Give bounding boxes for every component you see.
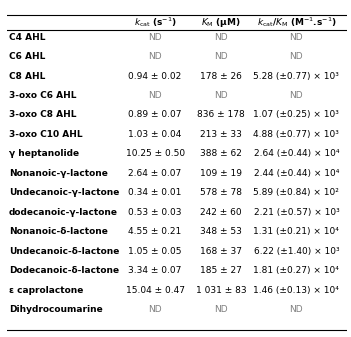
- Text: $K_\mathrm{M}$ (μM): $K_\mathrm{M}$ (μM): [201, 16, 241, 29]
- Text: ND: ND: [290, 305, 303, 314]
- Text: C6 AHL: C6 AHL: [9, 52, 45, 61]
- Text: Dihydrocoumarine: Dihydrocoumarine: [9, 305, 102, 314]
- Text: 836 ± 178: 836 ± 178: [197, 111, 245, 120]
- Text: 3-oxo C8 AHL: 3-oxo C8 AHL: [9, 111, 76, 120]
- Text: ND: ND: [214, 52, 228, 61]
- Text: 0.53 ± 0.03: 0.53 ± 0.03: [128, 208, 182, 217]
- Text: ND: ND: [214, 33, 228, 41]
- Text: Undecanoic-γ-lactone: Undecanoic-γ-lactone: [9, 188, 119, 197]
- Text: 242 ± 60: 242 ± 60: [200, 208, 241, 217]
- Text: 3.34 ± 0.07: 3.34 ± 0.07: [128, 266, 182, 275]
- Text: dodecanoic-γ-lactone: dodecanoic-γ-lactone: [9, 208, 118, 217]
- Text: 5.28 (±0.77) × 10³: 5.28 (±0.77) × 10³: [253, 71, 339, 81]
- Text: 348 ± 53: 348 ± 53: [200, 227, 242, 237]
- Text: ε caprolactone: ε caprolactone: [9, 286, 83, 295]
- Text: 1.05 ± 0.05: 1.05 ± 0.05: [128, 247, 182, 256]
- Text: 0.34 ± 0.01: 0.34 ± 0.01: [128, 188, 182, 197]
- Text: 213 ± 33: 213 ± 33: [200, 130, 242, 139]
- Text: 4.88 (±0.77) × 10³: 4.88 (±0.77) × 10³: [253, 130, 339, 139]
- Text: ND: ND: [290, 33, 303, 41]
- Text: ND: ND: [148, 305, 162, 314]
- Text: 1 031 ± 83: 1 031 ± 83: [196, 286, 246, 295]
- Text: 0.94 ± 0.02: 0.94 ± 0.02: [128, 71, 182, 81]
- Text: 0.89 ± 0.07: 0.89 ± 0.07: [128, 111, 182, 120]
- Text: 6.22 (±1.40) × 10³: 6.22 (±1.40) × 10³: [254, 247, 339, 256]
- Text: ND: ND: [148, 52, 162, 61]
- Text: 388 ± 62: 388 ± 62: [200, 150, 242, 158]
- Text: 109 ± 19: 109 ± 19: [200, 169, 242, 178]
- Text: γ heptanolide: γ heptanolide: [9, 150, 79, 158]
- Text: C8 AHL: C8 AHL: [9, 71, 45, 81]
- Text: 2.64 ± 0.07: 2.64 ± 0.07: [128, 169, 182, 178]
- Text: ND: ND: [290, 91, 303, 100]
- Text: 4.55 ± 0.21: 4.55 ± 0.21: [128, 227, 182, 237]
- Text: $k_\mathrm{cat}$ (s$^{-1}$): $k_\mathrm{cat}$ (s$^{-1}$): [134, 15, 177, 29]
- Text: 15.04 ± 0.47: 15.04 ± 0.47: [126, 286, 185, 295]
- Text: 1.07 (±0.25) × 10³: 1.07 (±0.25) × 10³: [253, 111, 339, 120]
- Text: ND: ND: [148, 33, 162, 41]
- Text: 578 ± 78: 578 ± 78: [200, 188, 242, 197]
- Text: 185 ± 27: 185 ± 27: [200, 266, 242, 275]
- Text: 178 ± 26: 178 ± 26: [200, 71, 242, 81]
- Text: 3-oxo C6 AHL: 3-oxo C6 AHL: [9, 91, 76, 100]
- Text: 1.46 (±0.13) × 10⁴: 1.46 (±0.13) × 10⁴: [253, 286, 339, 295]
- Text: C4 AHL: C4 AHL: [9, 33, 45, 41]
- Text: $k_\mathrm{cat}$/$K_\mathrm{M}$ (M$^{-1}$.s$^{-1}$): $k_\mathrm{cat}$/$K_\mathrm{M}$ (M$^{-1}…: [257, 15, 336, 29]
- Text: 1.81 (±0.27) × 10⁴: 1.81 (±0.27) × 10⁴: [253, 266, 339, 275]
- Text: ND: ND: [214, 305, 228, 314]
- Text: Dodecanoic-δ-lactone: Dodecanoic-δ-lactone: [9, 266, 119, 275]
- Text: 5.89 (±0.84) × 10²: 5.89 (±0.84) × 10²: [253, 188, 339, 197]
- Text: ND: ND: [148, 91, 162, 100]
- Text: 2.21 (±0.57) × 10³: 2.21 (±0.57) × 10³: [253, 208, 339, 217]
- Text: 2.64 (±0.44) × 10⁴: 2.64 (±0.44) × 10⁴: [254, 150, 339, 158]
- Text: Nonanoic-δ-lactone: Nonanoic-δ-lactone: [9, 227, 108, 237]
- Text: Nonanoic-γ-lactone: Nonanoic-γ-lactone: [9, 169, 108, 178]
- Text: ND: ND: [214, 91, 228, 100]
- Text: 1.03 ± 0.04: 1.03 ± 0.04: [128, 130, 182, 139]
- Text: 168 ± 37: 168 ± 37: [200, 247, 242, 256]
- Text: 1.31 (±0.21) × 10⁴: 1.31 (±0.21) × 10⁴: [253, 227, 339, 237]
- Text: ND: ND: [290, 52, 303, 61]
- Text: Undecanoic-δ-lactone: Undecanoic-δ-lactone: [9, 247, 119, 256]
- Text: 3-oxo C10 AHL: 3-oxo C10 AHL: [9, 130, 82, 139]
- Text: 2.44 (±0.44) × 10⁴: 2.44 (±0.44) × 10⁴: [254, 169, 339, 178]
- Text: 10.25 ± 0.50: 10.25 ± 0.50: [126, 150, 185, 158]
